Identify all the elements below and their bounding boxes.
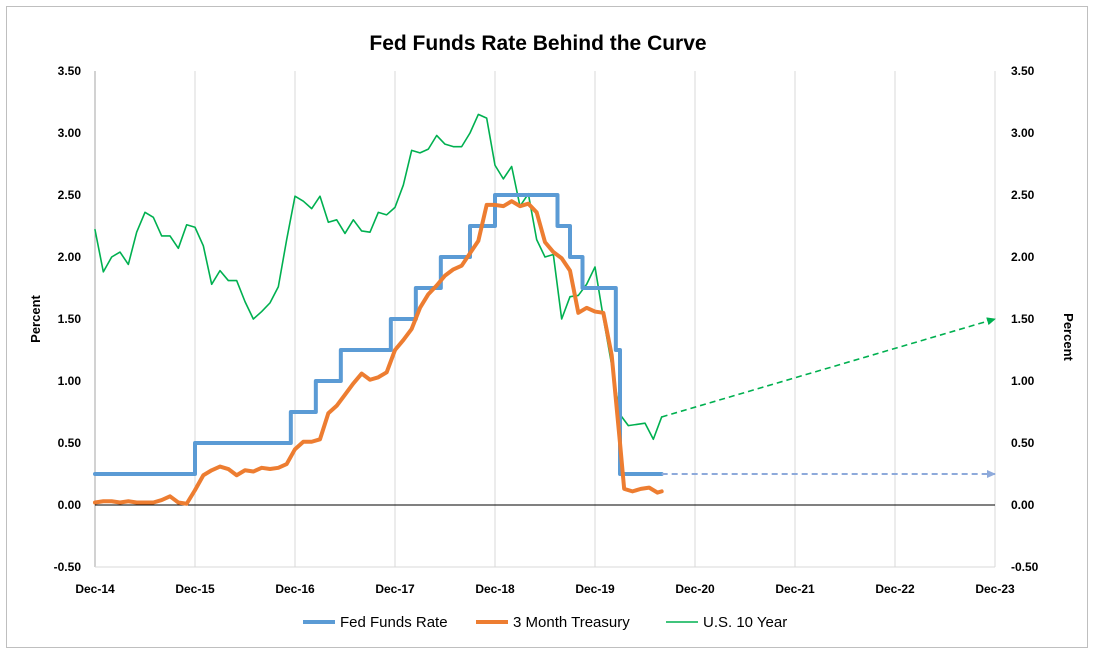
y-tick-label-right: 3.50 [1011, 64, 1035, 78]
x-tick-label: Dec-18 [475, 582, 515, 596]
legend-label-3-month-treasury: 3 Month Treasury [513, 614, 630, 631]
chart-frame [6, 6, 1088, 648]
x-tick-label: Dec-22 [875, 582, 915, 596]
y-tick-label-right: 1.00 [1011, 374, 1035, 388]
tick-labels: -0.50 -0.50 0.00 0.00 0.50 0.50 1.00 1.00 1.50 1.… [54, 64, 1039, 596]
y-tick-label-left: 0.00 [58, 498, 82, 512]
y-tick-label-right: 0.50 [1011, 436, 1035, 450]
x-tick-label: Dec-14 [75, 582, 115, 596]
y-tick-label-left: 3.00 [58, 126, 82, 140]
legend: Fed Funds Rate 3 Month Treasury U.S. 10 Ye… [303, 614, 787, 631]
y-tick-label-left: 1.00 [58, 374, 82, 388]
projection-arrow-10-year [661, 317, 996, 418]
x-tick-label: Dec-15 [175, 582, 215, 596]
y-tick-label-left: 2.50 [58, 188, 82, 202]
series-lines [93, 113, 664, 506]
y-tick-label-right: 1.50 [1011, 312, 1035, 326]
projection-lines [661, 317, 996, 478]
y-tick-label-right: 0.00 [1011, 498, 1035, 512]
y-tick-label-right: -0.50 [1011, 560, 1039, 574]
y-tick-label-right: 3.00 [1011, 126, 1035, 140]
series-line-3-month-treasury [93, 199, 664, 506]
y-axis-title-right: Percent [1061, 313, 1076, 361]
legend-label-u-s-10-year: U.S. 10 Year [703, 614, 787, 631]
y-tick-label-left: 0.50 [58, 436, 82, 450]
x-tick-label: Dec-23 [975, 582, 1015, 596]
chart-title: Fed Funds Rate Behind the Curve [369, 32, 706, 55]
gridlines [194, 71, 996, 567]
axes [94, 71, 995, 568]
series-line-fed-funds-rate [93, 193, 664, 476]
x-tick-label: Dec-20 [675, 582, 715, 596]
y-tick-label-right: 2.50 [1011, 188, 1035, 202]
x-tick-label: Dec-21 [775, 582, 815, 596]
y-tick-label-left: 2.00 [58, 250, 82, 264]
y-tick-label-left: -0.50 [54, 560, 82, 574]
y-tick-label-left: 1.50 [58, 312, 82, 326]
x-tick-label: Dec-16 [275, 582, 315, 596]
series-line-u-s-10-year [94, 113, 663, 441]
y-axis-title-left: Percent [28, 294, 43, 342]
x-tick-label: Dec-17 [375, 582, 415, 596]
legend-label-fed-funds-rate: Fed Funds Rate [340, 614, 448, 631]
y-tick-label-left: 3.50 [58, 64, 82, 78]
y-tick-label-right: 2.00 [1011, 250, 1035, 264]
x-tick-label: Dec-19 [575, 582, 615, 596]
